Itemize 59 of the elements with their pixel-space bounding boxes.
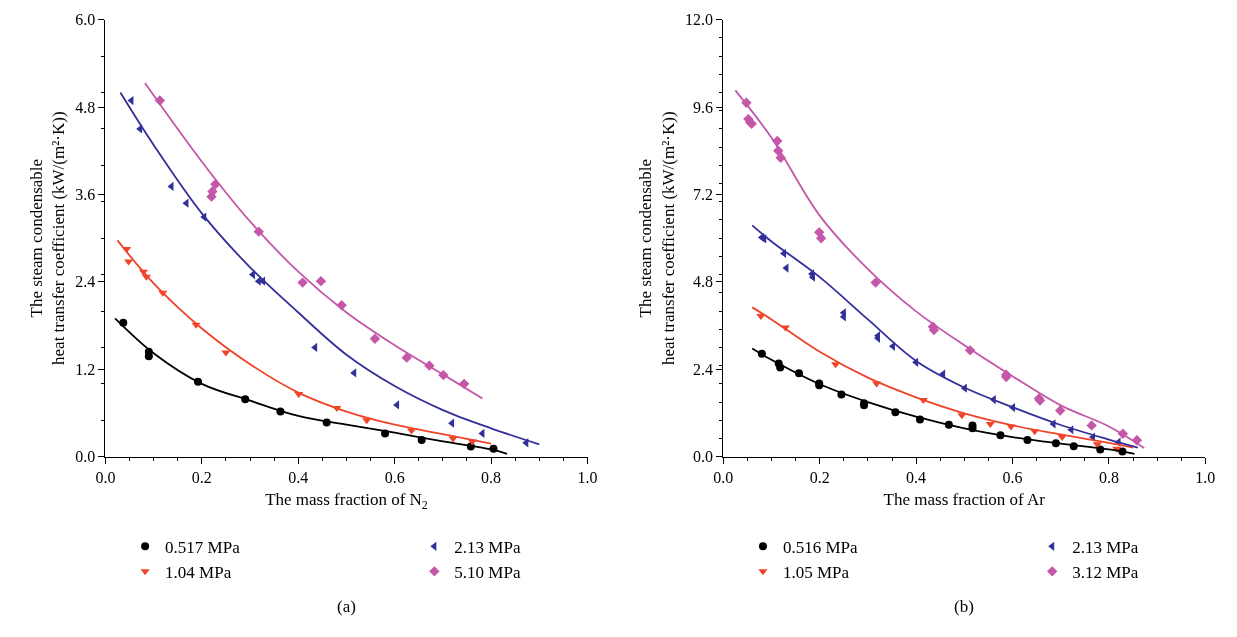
point: [254, 276, 261, 286]
y-axis-title: The steam condensable heat transfer coefficient (kW/(m²·K)): [636, 111, 678, 365]
legend-label: 3.12 MPa: [1072, 563, 1139, 582]
point: [297, 277, 308, 288]
legend-label: 5.10 MPa: [454, 563, 521, 582]
x-tick-label: 1.0: [1195, 469, 1216, 486]
y-axis-title: The steam condensable heat transfer coefficient (kW/(m²·K)): [26, 111, 68, 365]
point: [350, 368, 357, 378]
x-tick-label: 0.8: [481, 469, 502, 486]
point: [369, 333, 381, 344]
x-tick-label: 0.2: [191, 469, 212, 486]
x-tick-label: 0.4: [288, 469, 309, 486]
line-series: [144, 82, 484, 400]
x-tick-label: 0.2: [809, 469, 830, 486]
point: [401, 352, 412, 363]
point: [1055, 405, 1066, 416]
y-tick-label: 7.2: [692, 186, 713, 204]
line-series: [114, 317, 508, 455]
y-tick-label: 0.0: [75, 448, 96, 466]
point: [870, 277, 881, 288]
y-tick-label: 9.6: [692, 98, 713, 116]
line-series: [119, 91, 541, 446]
point: [362, 418, 372, 425]
y-tick-label: 1.2: [75, 360, 96, 378]
point: [393, 400, 400, 410]
y-tick-label: 0.0: [692, 448, 713, 466]
x-axis-title: The mass fraction of Ar: [883, 490, 1046, 510]
legend-label: 0.516 MPa: [782, 537, 859, 557]
x-tick-label: 0.0: [95, 469, 116, 486]
point: [839, 312, 846, 322]
y-tick-label: 2.4: [75, 273, 96, 291]
y-tick-label: 4.8: [692, 273, 713, 291]
x-tick-label: 0.6: [384, 469, 405, 486]
point: [448, 418, 455, 428]
legend-label: 2.13 MPa: [1072, 537, 1139, 557]
x-tick-label: 1.0: [577, 469, 598, 486]
legend-label: 0.517 MPa: [165, 537, 241, 557]
y-tick-label: 12.0: [684, 11, 713, 29]
point: [144, 352, 153, 361]
point: [1092, 442, 1102, 449]
x-axis-title: The mass fraction of N$_{2}$: [265, 490, 428, 512]
text: (a): [337, 597, 356, 616]
y-tick-label: 2.4: [692, 360, 713, 378]
point: [1086, 420, 1097, 431]
text: (b): [954, 597, 974, 616]
y-tick-label: 3.6: [75, 186, 96, 204]
line-series: [751, 347, 1136, 455]
line-series: [734, 89, 1146, 449]
legend-label: 1.04 MPa: [165, 563, 232, 582]
x-tick-label: 0.4: [906, 469, 927, 486]
point: [315, 275, 327, 287]
legend-label: 1.05 MPa: [782, 563, 850, 582]
legend-label: 2.13 MPa: [454, 537, 521, 557]
x-tick-label: 0.0: [713, 469, 734, 486]
x-tick-label: 0.8: [1098, 469, 1119, 486]
y-tick-label: 4.8: [75, 98, 96, 116]
x-tick-label: 0.6: [1002, 469, 1023, 486]
y-tick-label: 6.0: [75, 11, 96, 29]
point: [985, 421, 995, 428]
